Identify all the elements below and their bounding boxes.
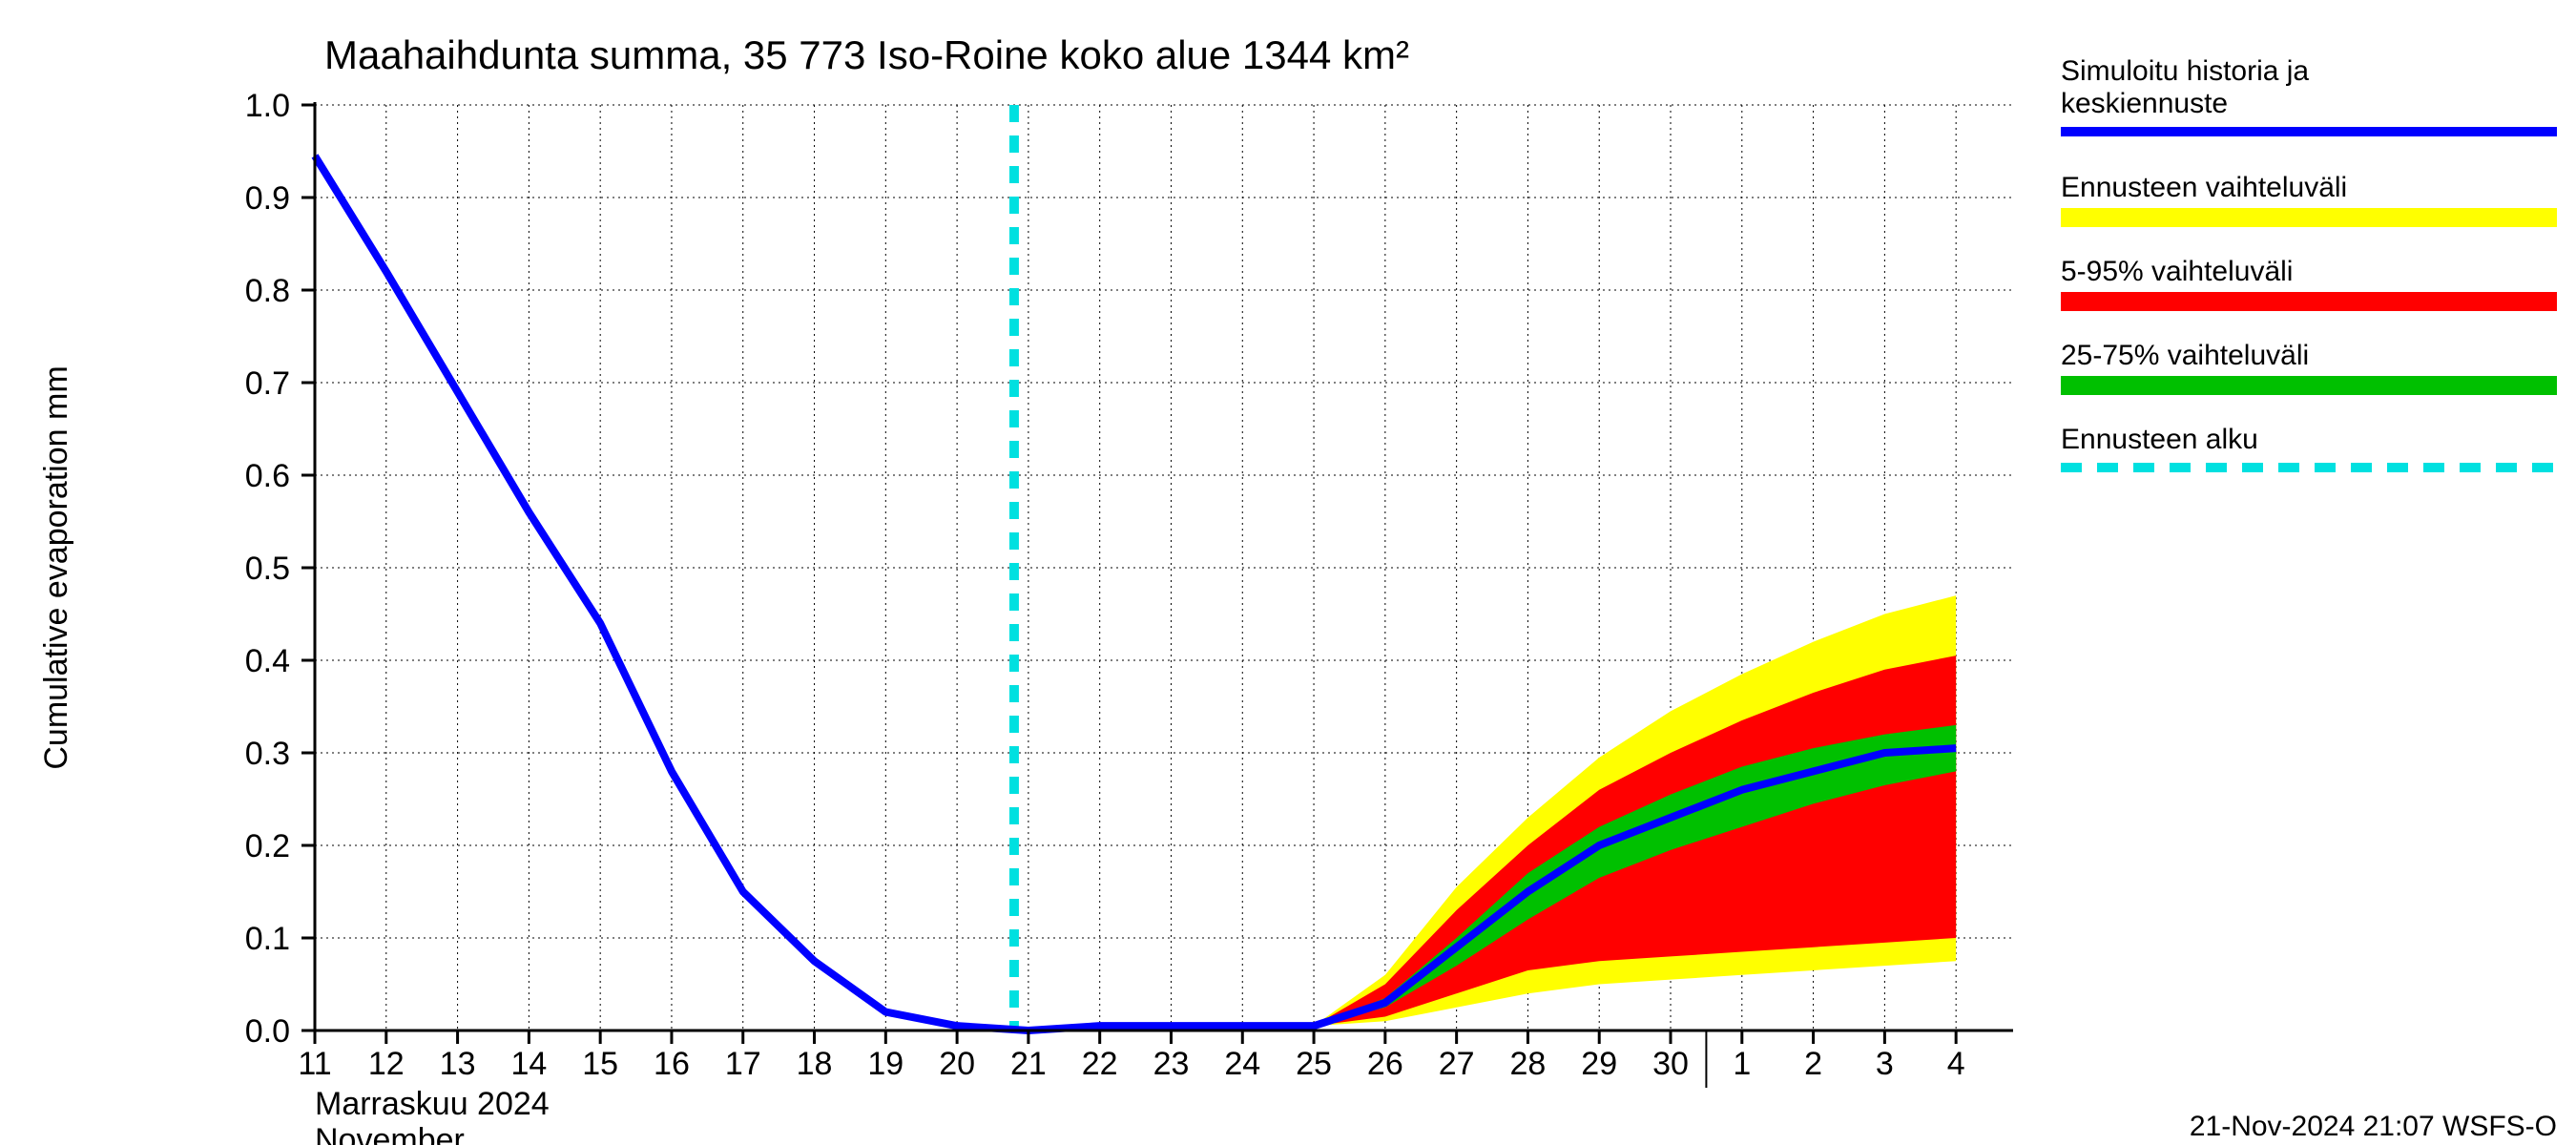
x-tick-label: 4 — [1947, 1046, 1965, 1082]
legend-label: Ennusteen vaihteluväli — [2061, 172, 2347, 203]
x-tick-label: 19 — [867, 1046, 904, 1082]
x-tick-label: 1 — [1733, 1046, 1751, 1082]
y-tick-label: 0.4 — [245, 643, 290, 679]
x-tick-label: 17 — [725, 1046, 761, 1082]
x-sublabel-1: Marraskuu 2024 — [315, 1086, 550, 1122]
x-tick-label: 11 — [298, 1046, 331, 1082]
legend-swatch — [2061, 376, 2557, 395]
legend-swatch — [2061, 292, 2557, 311]
x-tick-label: 29 — [1581, 1046, 1617, 1082]
chart-container: 0.00.10.20.30.40.50.60.70.80.91.01112131… — [0, 0, 2576, 1145]
y-axis-label: Cumulative evaporation mm — [38, 365, 74, 769]
legend-label: 5-95% vaihteluväli — [2061, 256, 2293, 287]
x-tick-label: 27 — [1439, 1046, 1475, 1082]
y-tick-label: 0.3 — [245, 736, 290, 772]
y-tick-label: 0.1 — [245, 921, 290, 957]
x-tick-label: 23 — [1153, 1046, 1190, 1082]
y-tick-label: 1.0 — [245, 88, 290, 124]
y-tick-label: 0.0 — [245, 1013, 290, 1050]
x-tick-label: 16 — [654, 1046, 690, 1082]
x-tick-label: 14 — [510, 1046, 547, 1082]
x-sublabel-2: November — [315, 1122, 465, 1145]
legend-label: Ennusteen alku — [2061, 424, 2258, 455]
x-tick-label: 25 — [1296, 1046, 1332, 1082]
y-tick-label: 0.5 — [245, 551, 290, 587]
x-tick-label: 20 — [939, 1046, 975, 1082]
x-tick-label: 13 — [440, 1046, 476, 1082]
x-tick-label: 2 — [1804, 1046, 1822, 1082]
x-tick-label: 21 — [1010, 1046, 1047, 1082]
y-tick-label: 0.8 — [245, 273, 290, 309]
legend-label: keskiennuste — [2061, 88, 2228, 119]
x-tick-label: 12 — [368, 1046, 405, 1082]
x-tick-label: 28 — [1510, 1046, 1547, 1082]
chart-title: Maahaihdunta summa, 35 773 Iso-Roine kok… — [324, 32, 1409, 77]
x-tick-label: 18 — [797, 1046, 833, 1082]
x-tick-label: 24 — [1224, 1046, 1260, 1082]
x-tick-label: 15 — [582, 1046, 618, 1082]
legend-label: 25-75% vaihteluväli — [2061, 340, 2309, 371]
x-tick-label: 22 — [1082, 1046, 1118, 1082]
footer-text: 21-Nov-2024 21:07 WSFS-O — [2190, 1111, 2557, 1142]
x-tick-label: 30 — [1652, 1046, 1689, 1082]
legend-swatch — [2061, 208, 2557, 227]
y-tick-label: 0.6 — [245, 458, 290, 494]
chart-svg: 0.00.10.20.30.40.50.60.70.80.91.01112131… — [0, 0, 2576, 1145]
x-tick-label: 26 — [1367, 1046, 1403, 1082]
x-tick-label: 3 — [1876, 1046, 1894, 1082]
y-tick-label: 0.2 — [245, 828, 290, 864]
legend-label: Simuloitu historia ja — [2061, 55, 2309, 87]
y-tick-label: 0.7 — [245, 365, 290, 402]
y-tick-label: 0.9 — [245, 180, 290, 217]
